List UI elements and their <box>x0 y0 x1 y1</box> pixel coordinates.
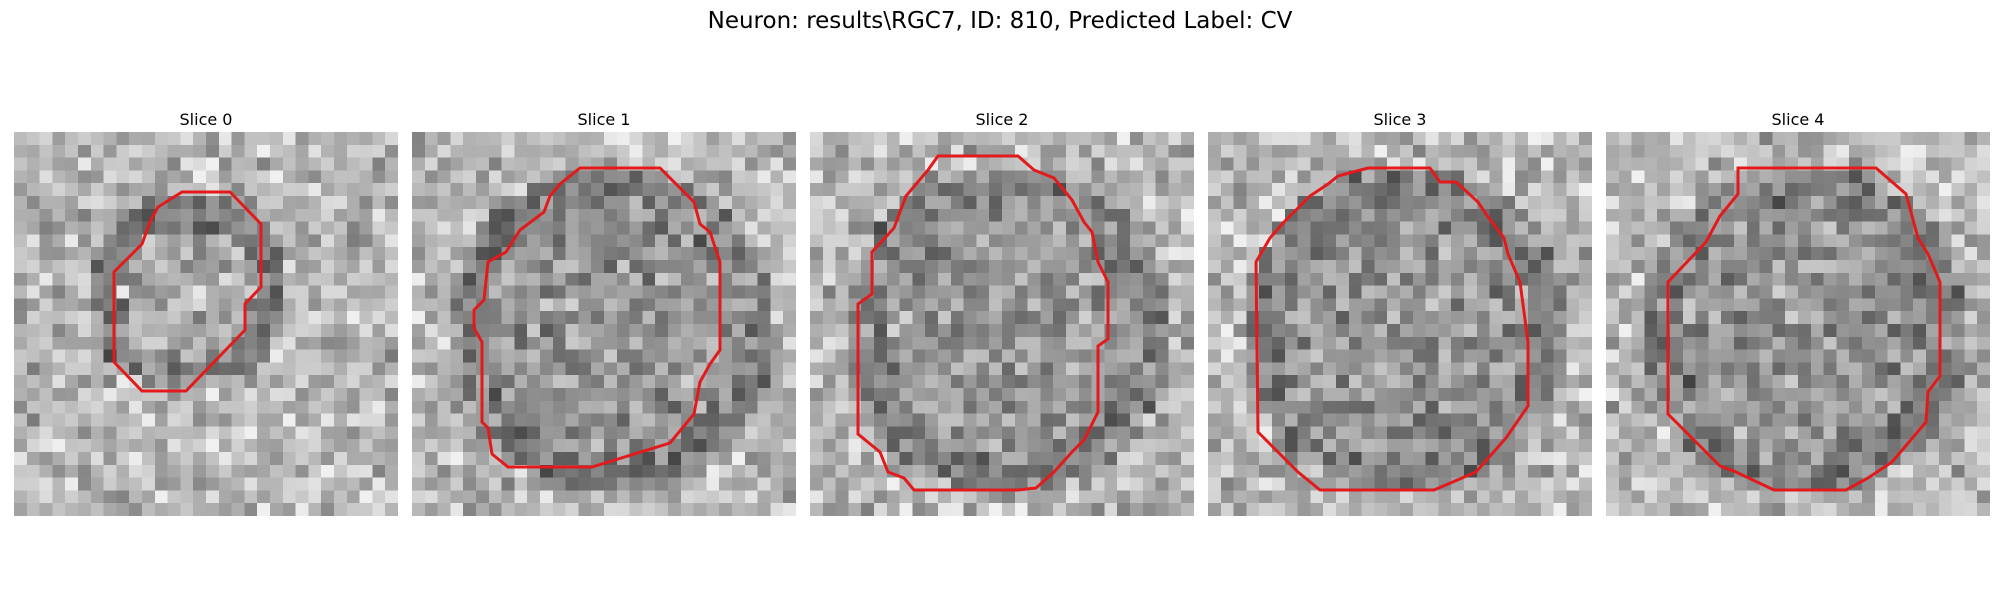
slice-title-4: Slice 4 <box>1771 110 1825 129</box>
contour-overlay-4 <box>1666 166 1942 492</box>
slice-panel-2: Slice 2 <box>810 108 1194 516</box>
contour-overlay-1 <box>472 166 722 469</box>
contour-outline-2 <box>856 154 1110 492</box>
slice-image-3 <box>1208 132 1592 516</box>
contour-overlay-3 <box>1254 166 1530 492</box>
slice-image-0 <box>14 132 398 516</box>
slice-title-3: Slice 3 <box>1373 110 1427 129</box>
contour-outline-4 <box>1666 166 1942 492</box>
slice-image-4 <box>1606 132 1990 516</box>
slice-title-1: Slice 1 <box>577 110 631 129</box>
slice-image-1 <box>412 132 796 516</box>
contour-overlay-0 <box>112 190 263 393</box>
slice-image-2 <box>810 132 1194 516</box>
contour-outline-3 <box>1254 166 1530 492</box>
slice-title-0: Slice 0 <box>179 110 233 129</box>
figure-title: Neuron: results\RGC7, ID: 810, Predicted… <box>707 8 1293 34</box>
contour-outline-0 <box>112 190 263 393</box>
slice-panel-0: Slice 0 <box>14 108 398 516</box>
slice-panel-1: Slice 1 <box>412 108 796 516</box>
slice-panel-4: Slice 4 <box>1606 108 1990 516</box>
contour-overlay-2 <box>856 154 1110 492</box>
slice-panel-3: Slice 3 <box>1208 108 1592 516</box>
contour-outline-1 <box>472 166 722 469</box>
slice-title-2: Slice 2 <box>975 110 1029 129</box>
